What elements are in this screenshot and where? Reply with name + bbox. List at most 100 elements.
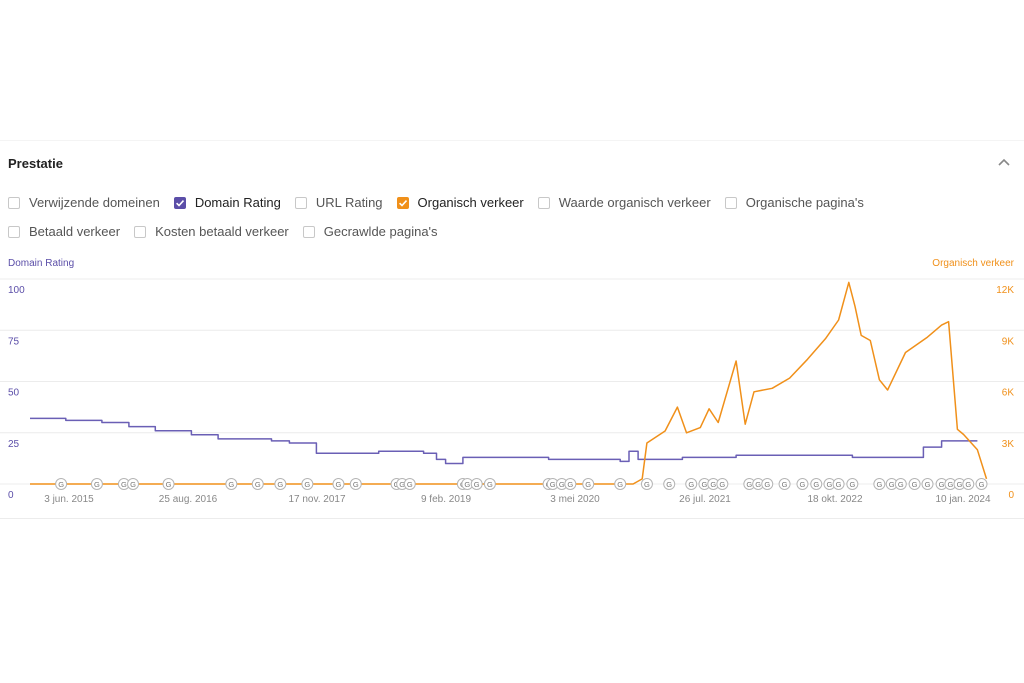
marker-circle <box>778 478 791 490</box>
checkbox-label: URL Rating <box>315 195 383 210</box>
google-update-marker-icon[interactable]: G <box>640 478 653 490</box>
marker-label: G <box>407 480 413 489</box>
google-update-marker-icon[interactable]: G <box>716 478 729 490</box>
checkbox-box[interactable] <box>724 196 737 209</box>
marker-label: G <box>550 480 556 489</box>
google-update-marker-icon[interactable]: G <box>778 478 791 490</box>
google-update-marker-icon[interactable]: G <box>761 478 774 490</box>
google-update-marker-icon[interactable]: G <box>127 478 140 490</box>
google-update-marker-icon[interactable]: G <box>873 478 886 490</box>
marker-label: G <box>800 480 806 489</box>
marker-label: G <box>813 480 819 489</box>
right-axis-tick-label: 6K <box>1002 388 1015 399</box>
checkbox-url-rating[interactable]: URL Rating <box>294 195 383 210</box>
checkbox-organisch-verkeer[interactable]: Organisch verkeer <box>396 195 524 210</box>
performance-chart[interactable]: 100 12K 75 9K 50 6K 25 3K 0 0 3 jun. 2015 25 aug. 2… <box>0 270 1024 510</box>
chart-bottom-divider <box>0 518 1024 519</box>
marker-circle <box>225 478 238 490</box>
google-update-marker-icon[interactable]: G <box>349 478 362 490</box>
google-update-marker-icon[interactable]: G <box>332 478 345 490</box>
marker-label: G <box>912 480 918 489</box>
google-update-marker-icon[interactable]: G <box>90 478 103 490</box>
checkbox-waarde-organisch-verkeer[interactable]: Waarde organisch verkeer <box>537 195 711 210</box>
marker-circle <box>582 478 595 490</box>
google-update-marker-icon[interactable]: G <box>975 478 988 490</box>
google-update-marker-icon[interactable]: G <box>483 478 496 490</box>
google-update-marker-icon[interactable]: G <box>685 478 698 490</box>
checkbox-checked-icon[interactable] <box>396 196 409 209</box>
google-update-marker-icon[interactable]: G <box>251 478 264 490</box>
left-axis-tick-label: 75 <box>8 336 20 347</box>
checkbox-box[interactable] <box>134 225 147 238</box>
marker-circle <box>483 478 496 490</box>
marker-label: G <box>979 480 985 489</box>
google-update-marker-icon[interactable]: G <box>564 478 577 490</box>
google-update-marker-icon[interactable]: G <box>582 478 595 490</box>
marker-label: G <box>849 480 855 489</box>
marker-label: G <box>746 480 752 489</box>
marker-label: G <box>939 480 945 489</box>
x-axis-tick-label: 25 aug. 2016 <box>159 494 218 505</box>
checkbox-box[interactable] <box>302 225 315 238</box>
checkbox-checked-icon[interactable] <box>173 196 186 209</box>
google-update-marker-icon[interactable]: G <box>614 478 627 490</box>
marker-label: G <box>755 480 761 489</box>
google-update-marker-icon[interactable]: G <box>908 478 921 490</box>
chevron-up-icon[interactable] <box>996 154 1012 170</box>
marker-label: G <box>965 480 971 489</box>
google-update-marker-icon[interactable]: G <box>301 478 314 490</box>
marker-label: G <box>827 480 833 489</box>
right-axis-title: Organisch verkeer <box>932 258 1014 269</box>
marker-label: G <box>304 480 310 489</box>
metric-checkbox-row-2: Betaald verkeer Kosten betaald verkeer G… <box>8 224 452 239</box>
google-update-marker-icon[interactable]: G <box>162 478 175 490</box>
marker-circle <box>908 478 921 490</box>
google-update-marker-icon[interactable]: G <box>810 478 823 490</box>
marker-label: G <box>94 480 100 489</box>
google-update-marker-icon[interactable]: G <box>921 478 934 490</box>
marker-label: G <box>688 480 694 489</box>
marker-label: G <box>228 480 234 489</box>
right-axis-tick-label: 12K <box>996 285 1014 296</box>
marker-label: G <box>666 480 672 489</box>
checkbox-kosten-betaald-verkeer[interactable]: Kosten betaald verkeer <box>134 224 289 239</box>
marker-circle <box>403 478 416 490</box>
google-update-marker-icon[interactable]: G <box>663 478 676 490</box>
google-update-marker-icon[interactable]: G <box>796 478 809 490</box>
checkbox-domain-rating[interactable]: Domain Rating <box>173 195 281 210</box>
checkbox-box[interactable] <box>537 196 550 209</box>
marker-circle <box>832 478 845 490</box>
google-update-marker-icon[interactable]: G <box>117 478 130 490</box>
google-update-marker-icon[interactable]: G <box>962 478 975 490</box>
google-update-marker-icon[interactable]: G <box>846 478 859 490</box>
google-update-marker-icon[interactable]: G <box>55 478 68 490</box>
google-update-marker-icon[interactable]: G <box>274 478 287 490</box>
google-update-marker-icon[interactable]: G <box>752 478 765 490</box>
checkbox-betaald-verkeer[interactable]: Betaald verkeer <box>8 224 120 239</box>
google-update-marker-icon[interactable]: G <box>894 478 907 490</box>
marker-label: G <box>876 480 882 489</box>
checkbox-box[interactable] <box>294 196 307 209</box>
marker-circle <box>564 478 577 490</box>
google-update-marker-icon[interactable]: G <box>470 478 483 490</box>
checkbox-gecrawlde-paginas[interactable]: Gecrawlde pagina's <box>302 224 438 239</box>
checkbox-verwijzende-domeinen[interactable]: Verwijzende domeinen <box>8 195 160 210</box>
marker-label: G <box>255 480 261 489</box>
marker-circle <box>685 478 698 490</box>
marker-circle <box>640 478 653 490</box>
google-update-marker-icon[interactable]: G <box>225 478 238 490</box>
checkbox-box[interactable] <box>8 225 20 238</box>
marker-label: G <box>957 480 963 489</box>
domain-rating-line <box>30 417 978 465</box>
left-axis-tick-label: 0 <box>8 490 14 501</box>
checkbox-box[interactable] <box>8 196 20 209</box>
marker-circle <box>975 478 988 490</box>
marker-circle <box>614 478 627 490</box>
marker-label: G <box>889 480 895 489</box>
marker-circle <box>251 478 264 490</box>
organic-traffic-line <box>30 281 988 485</box>
google-update-marker-icon[interactable]: G <box>832 478 845 490</box>
google-update-marker-icon[interactable]: G <box>403 478 416 490</box>
panel-title: Prestatie <box>8 156 63 171</box>
checkbox-organische-paginas[interactable]: Organische pagina's <box>724 195 864 210</box>
